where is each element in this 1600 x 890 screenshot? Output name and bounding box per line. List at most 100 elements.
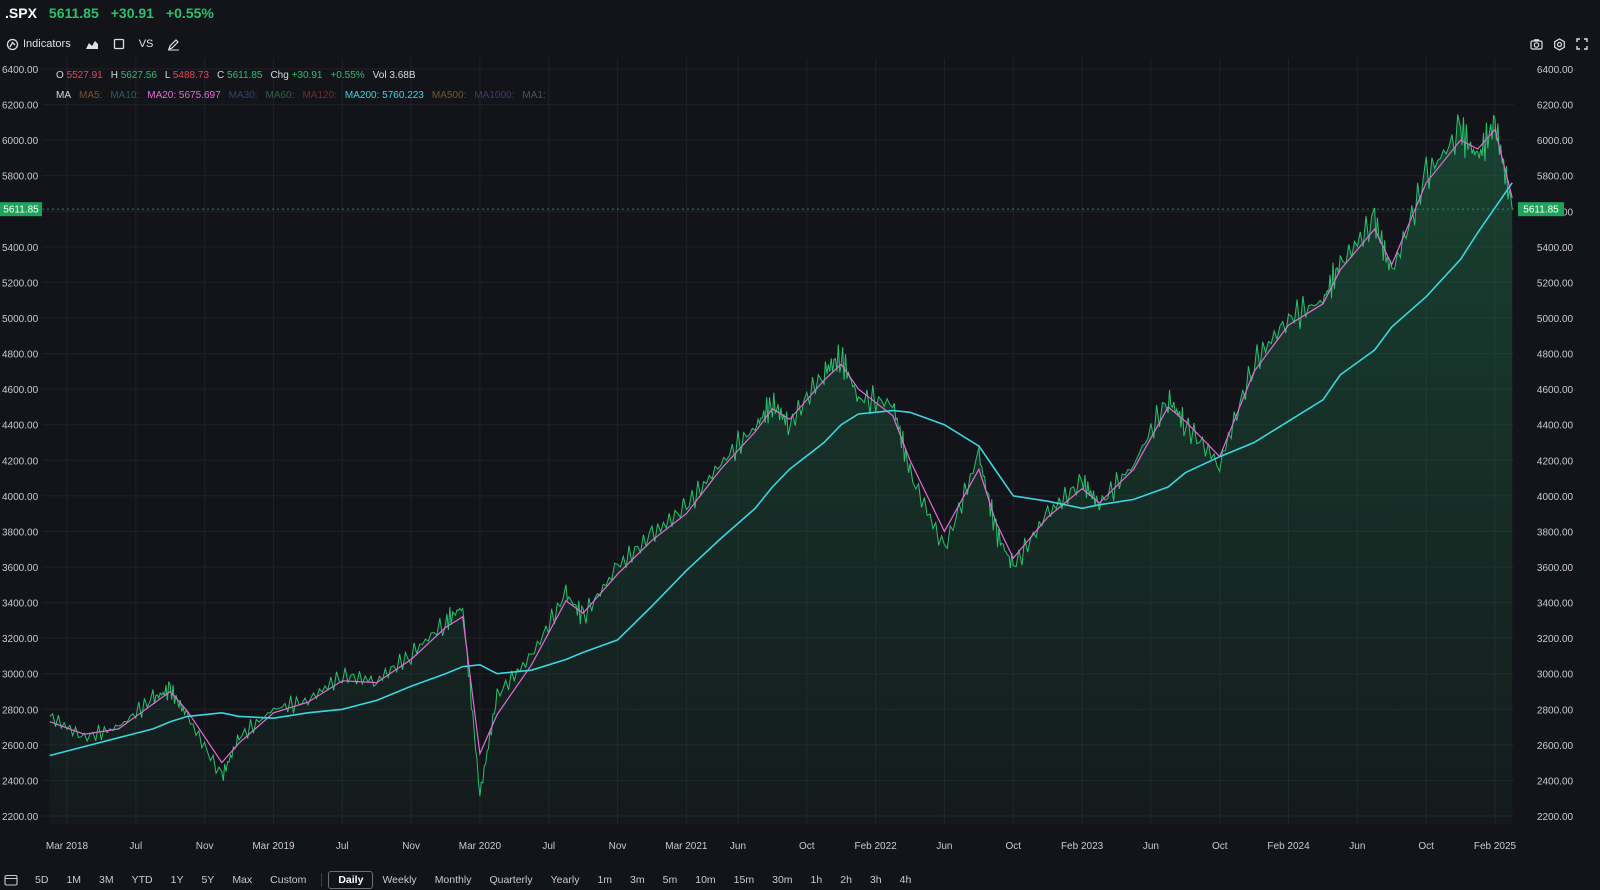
y-tick-label-left: 3200.00 [2,634,39,645]
y-tick-label-left: 4400.00 [2,421,39,432]
gear-icon[interactable] [1553,37,1566,51]
bottom-period-bar: 5D 1M 3M YTD 1Y 5Y Max Custom Daily Weekly Monthly… [0,870,1600,890]
x-tick-label: Oct [1418,841,1434,852]
calendar-icon[interactable] [4,874,18,886]
y-tick-label-left: 2400.00 [2,776,39,787]
y-tick-label-right: 3200.00 [1537,634,1574,645]
ma-legend-item[interactable]: MA10: [110,90,140,101]
y-tick-label-right: 4000.00 [1537,492,1574,503]
ma-legend-item[interactable]: MA1000: [474,90,515,101]
ma-legend-item[interactable]: MA5: [79,90,103,101]
indicators-button[interactable]: Indicators [6,38,71,51]
interval-button[interactable]: 15m [733,874,755,886]
chart-canvas[interactable]: 6400.00 6400.00 6200.00 6200.00 6000.00 6000.… [0,58,1600,860]
draw-tool-button[interactable] [167,38,180,51]
interval-button[interactable]: Yearly [550,874,580,886]
interval-button[interactable]: 3h [869,874,882,886]
price-tag-right [1518,202,1564,217]
y-tick-label-left: 4000.00 [2,492,39,503]
pencil-icon [168,38,180,50]
y-tick-label-right: 2800.00 [1537,705,1574,716]
bar-divider [321,873,323,887]
y-tick-label-left: 2200.00 [2,812,39,823]
indicators-icon [6,38,19,50]
x-tick-label: Jun [1349,841,1365,852]
range-button[interactable]: 1M [66,874,82,886]
ma-legend-item[interactable]: MA20: 5675.697 [147,90,221,101]
open-value: 5527.91 [66,70,103,81]
chart-type-button[interactable] [85,38,99,50]
chart-toolbar: Indicators VS [0,32,1600,56]
range-button[interactable]: Max [232,874,253,886]
toolbar-right [1530,32,1588,56]
ma-legend-item[interactable]: MA1: [522,90,546,101]
fullscreen-icon[interactable] [1576,38,1588,50]
y-tick-label-left: 4200.00 [2,456,39,467]
symbol-header: .SPX 5611.85 +30.91 +0.55% [0,0,1600,26]
price-chart[interactable]: 6400.00 6400.00 6200.00 6200.00 6000.00 6000.… [0,58,1600,860]
y-tick-label-right: 3000.00 [1537,670,1574,681]
ma-legend-item[interactable]: MA30: [228,90,258,101]
drawing-frame-button[interactable] [113,38,125,50]
price-tag-left-text: 5611.85 [3,205,39,216]
volume-value: 3.68B [389,70,416,81]
close-value: 5611.85 [227,70,263,81]
low-value: 5488.73 [172,70,210,81]
ma20-line[interactable] [49,128,1513,764]
square-icon [113,38,124,50]
y-tick-label-left: 6200.00 [2,101,39,112]
close-label: C [217,70,225,81]
open-label: O [56,70,64,81]
interval-button[interactable]: Weekly [382,874,417,886]
x-tick-label: Jun [936,841,952,852]
compare-label: VS [138,38,154,50]
y-tick-label-left: 5000.00 [2,314,39,325]
range-button[interactable]: 1Y [170,874,184,886]
x-tick-label: Nov [609,841,627,852]
y-tick-label-right: 6200.00 [1537,101,1574,112]
interval-button[interactable]: 1m [597,874,613,886]
ma-legend-item[interactable]: MA200: 5760.223 [344,90,424,101]
price-change-percent: +0.55% [165,5,214,21]
interval-button[interactable]: Quarterly [489,874,533,886]
x-tick-label: Feb 2025 [1474,841,1517,852]
volume-label: Vol [372,70,387,81]
y-tick-label-right: 4600.00 [1537,385,1574,396]
y-tick-label-left: 6400.00 [2,65,39,76]
y-tick-label-right: 5200.00 [1537,278,1574,289]
interval-button[interactable]: 5m [662,874,678,886]
range-button[interactable]: Custom [270,874,307,886]
interval-button[interactable]: 2h [840,874,852,886]
last-price: 5611.85 [48,5,99,21]
interval-button[interactable]: 3m [630,874,645,886]
y-tick-label-right: 4800.00 [1537,350,1574,361]
range-button[interactable]: 5Y [201,874,215,886]
interval-button[interactable]: 30m [772,874,793,886]
x-tick-label: Oct [1212,841,1228,852]
interval-button[interactable]: Daily [328,871,374,889]
area-chart-icon [85,41,98,49]
range-button[interactable]: 5D [35,874,49,886]
ma-legend-item[interactable]: MA120: [302,90,337,101]
ma-label[interactable]: MA [56,90,71,101]
y-tick-label-left: 3400.00 [2,599,39,610]
y-tick-label-left: 2600.00 [2,741,39,752]
ma200-line[interactable] [49,182,1513,757]
y-tick-label-right: 4200.00 [1537,456,1574,467]
price-tag-right-text: 5611.85 [1523,205,1559,216]
change-value: +30.91 [291,70,323,81]
symbol-name: .SPX [5,5,37,21]
compare-button[interactable]: VS [139,38,154,50]
camera-icon[interactable] [1530,38,1543,50]
range-button[interactable]: 3M [99,874,114,886]
ma-legend-item[interactable]: MA60: [265,90,295,101]
interval-button[interactable]: 4h [899,874,912,886]
interval-button[interactable]: 10m [695,874,716,886]
interval-button[interactable]: Monthly [434,874,472,886]
interval-button[interactable]: 1h [810,874,823,886]
chart-legend: O 5527.91 H 5627.56 L 5488.73 C 5611.85 … [56,66,546,106]
y-tick-label-right: 2200.00 [1537,812,1574,823]
range-button[interactable]: YTD [131,874,153,886]
y-tick-label-left: 2800.00 [2,705,39,716]
ma-legend-item[interactable]: MA500: [431,90,467,101]
